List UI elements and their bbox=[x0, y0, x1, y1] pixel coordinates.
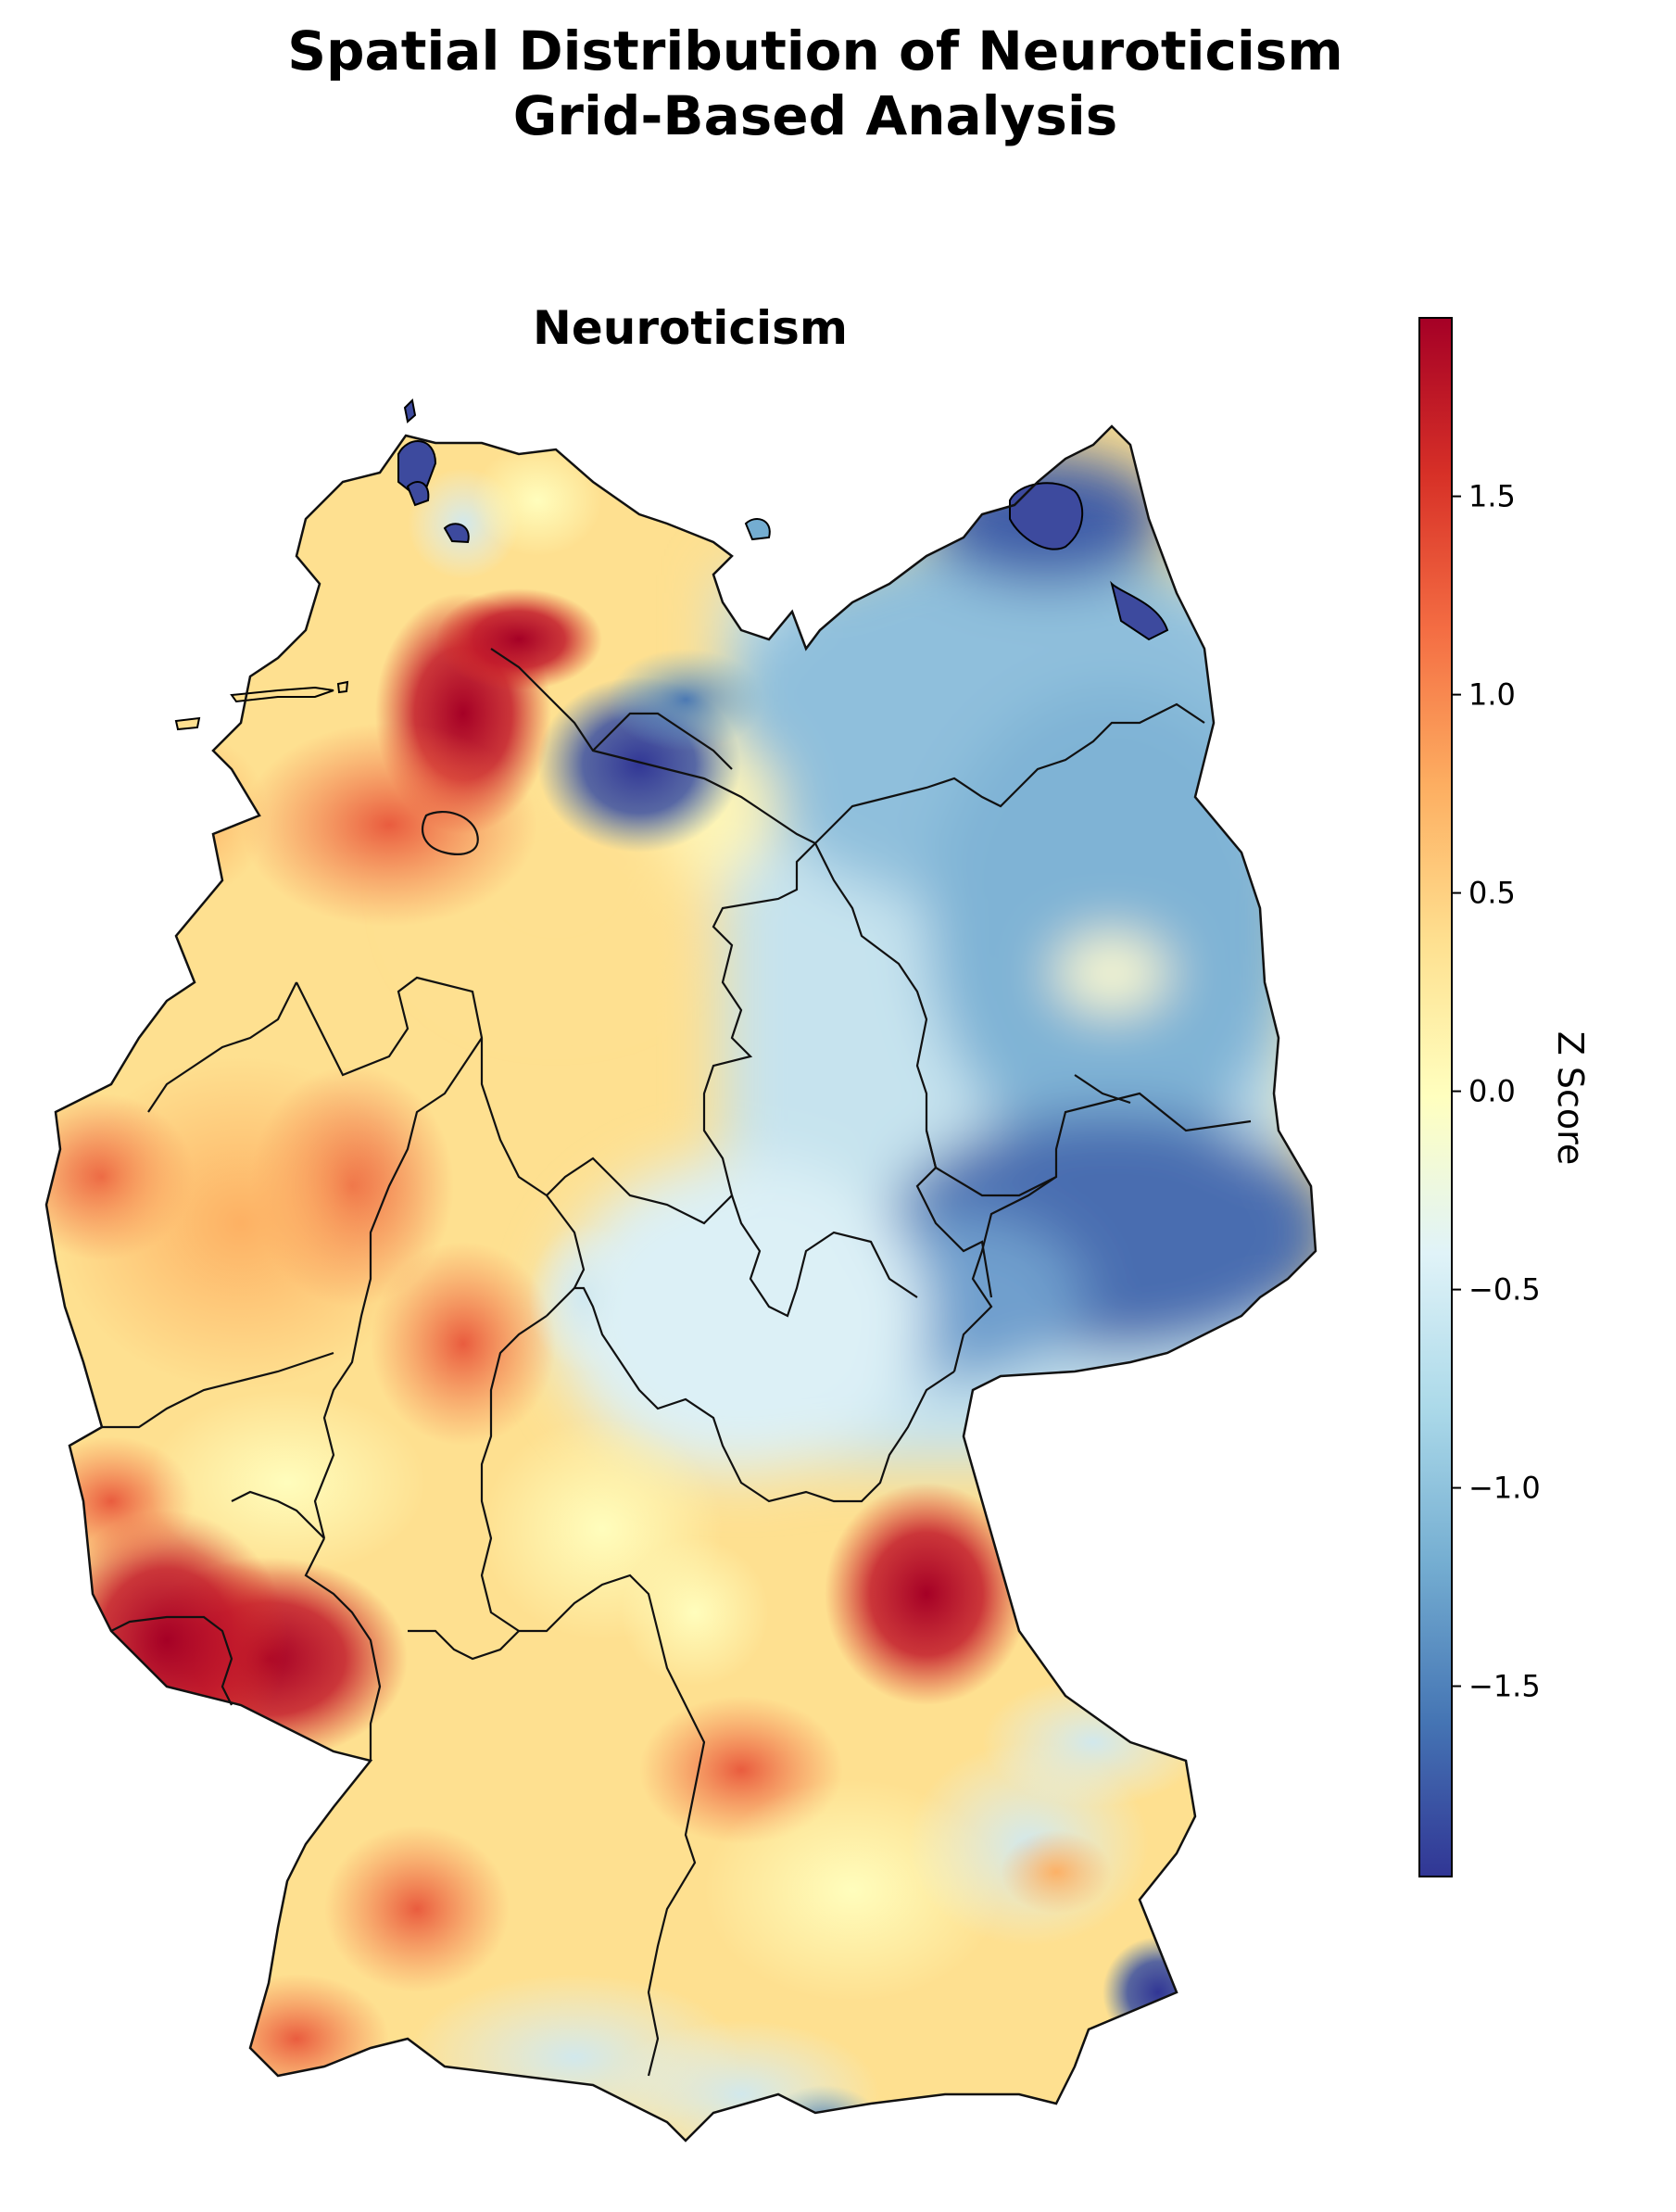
colorbar-tick-label: 1.0 bbox=[1468, 677, 1516, 713]
figure-title: Spatial Distribution of Neuroticism Grid… bbox=[0, 19, 1631, 148]
colorbar-tick-label: −1.5 bbox=[1468, 1669, 1541, 1704]
colorbar-tick-label: 1.5 bbox=[1468, 479, 1516, 514]
colorbar-tick-label: 0.5 bbox=[1468, 876, 1516, 911]
north-islands bbox=[174, 398, 1169, 731]
colorbar-tick-label: 0.0 bbox=[1468, 1074, 1516, 1109]
figure-title-line-1: Spatial Distribution of Neuroticism bbox=[287, 19, 1343, 82]
colorbar-gradient bbox=[1418, 317, 1453, 1877]
colorbar-ticks: 1.5 1.0 0.5 0.0 −0.5 −1.0 −1.5 bbox=[1452, 479, 1541, 1704]
figure-title-line-2: Grid-Based Analysis bbox=[512, 84, 1118, 147]
colorbar-tick-label: −0.5 bbox=[1468, 1272, 1541, 1308]
colorbar-label: Z Score bbox=[1550, 1030, 1591, 1166]
colorbar-tick-label: −1.0 bbox=[1468, 1471, 1541, 1506]
country-border bbox=[44, 424, 1317, 2142]
map-title: Neuroticism bbox=[532, 301, 849, 355]
state-borders bbox=[102, 648, 1252, 2077]
